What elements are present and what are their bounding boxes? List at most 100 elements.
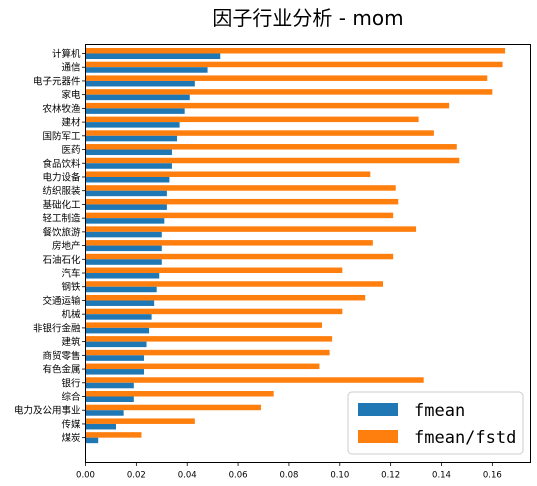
bar-fmean-fstd-11 [85, 198, 399, 205]
category-label-11: 基础化工 [42, 199, 81, 211]
bar-fmean-12 [85, 218, 165, 224]
bar-fmean-fstd-14 [85, 240, 373, 246]
bar-fmean-7 [85, 149, 172, 156]
x-tick-label-7: 0.14 [432, 471, 451, 481]
x-tick-label-2: 0.04 [178, 471, 197, 481]
category-label-7: 医药 [61, 145, 80, 156]
legend-label-fmean-fstd: fmean/fstd [414, 428, 516, 448]
x-tick-label-4: 0.08 [279, 471, 298, 481]
bar-fmean-fstd-23 [85, 363, 320, 370]
bar-fmean-fstd-22 [85, 349, 330, 356]
x-tick-label-6: 0.12 [381, 471, 400, 481]
bar-fmean-26 [85, 410, 124, 416]
bar-fmean-fstd-20 [85, 322, 322, 328]
bar-fmean-6 [85, 135, 178, 142]
bar-fmean-fstd-12 [85, 212, 394, 219]
category-labels: 计算机通信电子元器件家电农林牧渔建材国防军工医药食品饮料电力设备纺织服装基础化工… [14, 48, 86, 444]
bar-fmean-fstd-21 [85, 336, 333, 342]
bar-fmean-24 [85, 382, 134, 389]
legend-swatch-fmean [358, 403, 398, 416]
bar-fmean-fstd-13 [85, 226, 417, 232]
bar-fmean-fstd-27 [85, 418, 195, 424]
bar-fmean-fstd-25 [85, 391, 274, 397]
x-tick-label-5: 0.10 [330, 471, 349, 481]
x-axis: 0.00 0.02 0.04 0.06 0.08 0.10 0.12 0.14 0.16 [76, 462, 502, 481]
bar-fmean-21 [85, 341, 147, 348]
category-label-10: 纺织服装 [42, 185, 81, 197]
category-label-19: 机械 [61, 309, 81, 321]
bar-fmean-19 [85, 314, 152, 320]
category-label-25: 综合 [61, 391, 81, 403]
legend-swatch-fmean-fstd [358, 430, 398, 443]
bar-fmean-17 [85, 286, 157, 293]
bar-fmean-fstd-16 [85, 267, 343, 274]
x-tick-label-8: 0.16 [483, 471, 502, 481]
category-label-5: 建材 [61, 117, 81, 129]
bar-fmean-20 [85, 327, 150, 334]
bar-fmean-fstd-4 [85, 102, 450, 109]
chart-title: 因子行业分析 - mom [212, 6, 403, 30]
legend: fmean fmean/fstd [347, 391, 524, 455]
category-label-27: 传媒 [61, 418, 81, 430]
category-label-6: 国防军工 [42, 130, 81, 142]
bar-fmean-8 [85, 163, 172, 169]
bar-fmean-fstd-17 [85, 281, 384, 287]
category-label-1: 通信 [61, 62, 80, 74]
bar-fmean-fstd-15 [85, 253, 394, 260]
bar-fmean-fstd-0 [85, 48, 506, 54]
bar-fmean-3 [85, 94, 190, 101]
bar-fmean-9 [85, 176, 170, 183]
category-label-12: 轻工制造 [42, 213, 81, 225]
bars-group [85, 48, 506, 444]
category-label-13: 餐饮旅游 [42, 226, 81, 238]
category-label-4: 农林牧渔 [42, 103, 81, 115]
bar-fmean-fstd-18 [85, 294, 366, 301]
bar-fmean-fstd-1 [85, 61, 503, 68]
bar-fmean-4 [85, 108, 185, 114]
category-label-15: 石油石化 [42, 254, 81, 266]
bar-fmean-fstd-9 [85, 171, 371, 177]
bar-fmean-16 [85, 273, 160, 279]
bar-fmean-fstd-5 [85, 116, 419, 123]
category-label-3: 家电 [61, 89, 81, 101]
bar-fmean-14 [85, 245, 162, 252]
category-label-26: 电力及公用事业 [14, 405, 81, 417]
bar-fmean-2 [85, 80, 195, 87]
category-label-22: 商贸零售 [42, 350, 80, 362]
category-label-21: 建筑 [61, 336, 81, 348]
category-label-16: 汽车 [61, 268, 80, 280]
bar-fmean-13 [85, 231, 162, 238]
category-label-18: 交通运输 [42, 295, 81, 307]
legend-label-fmean: fmean [414, 401, 465, 421]
bar-fmean-fstd-2 [85, 75, 488, 81]
bar-fmean-25 [85, 396, 134, 402]
bar-fmean-22 [85, 355, 144, 361]
x-tick-label-3: 0.06 [229, 471, 248, 481]
x-tick-label-0: 0.00 [76, 471, 95, 481]
x-tick-label-1: 0.02 [127, 471, 146, 481]
category-label-24: 银行 [61, 377, 81, 389]
category-label-28: 煤炭 [61, 432, 81, 444]
bar-fmean-fstd-26 [85, 404, 261, 411]
category-label-0: 计算机 [52, 48, 81, 60]
bar-fmean-fstd-28 [85, 432, 142, 438]
bar-fmean-fstd-24 [85, 377, 424, 383]
bar-fmean-1 [85, 67, 208, 73]
bar-fmean-fstd-3 [85, 89, 493, 95]
bar-fmean-10 [85, 190, 167, 197]
bar-fmean-5 [85, 122, 180, 128]
category-label-20: 非银行金融 [33, 322, 81, 334]
bar-fmean-fstd-6 [85, 130, 434, 136]
category-label-23: 有色金属 [42, 364, 80, 376]
bar-fmean-fstd-19 [85, 308, 343, 315]
bar-fmean-fstd-10 [85, 185, 396, 191]
category-label-17: 钢铁 [61, 281, 81, 293]
bar-fmean-11 [85, 204, 167, 210]
bar-fmean-18 [85, 300, 155, 306]
category-label-14: 房地产 [52, 240, 81, 252]
bar-fmean-23 [85, 369, 144, 375]
category-label-2: 电子元器件 [33, 75, 81, 87]
plot-frame [85, 44, 531, 463]
category-label-9: 电力设备 [42, 171, 81, 183]
